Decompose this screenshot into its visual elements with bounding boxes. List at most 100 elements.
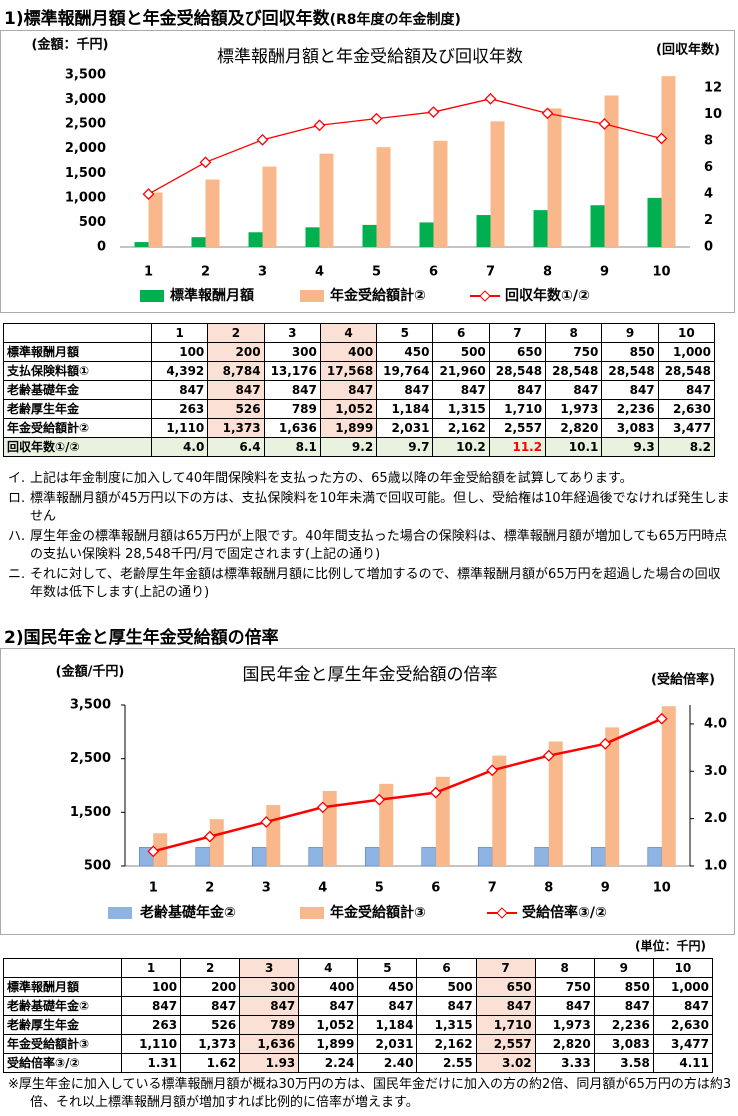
line-marker <box>655 712 668 725</box>
y-tick-label: 2,500 <box>70 751 111 766</box>
cell: 2.55 <box>416 1053 477 1073</box>
table-row: 回収年数①/② 4.0 6.4 8.1 9.2 9.7 10.2 11.2 10.1 9.3 8.2 <box>3 437 716 457</box>
row-label: 年金受給額計③ <box>3 1034 122 1054</box>
cell: 300 <box>263 342 321 362</box>
y2-tick-label: 2.0 <box>704 811 727 826</box>
table: 1 2 3 4 5 6 7 8 9 10 標準報酬月額 100 200 300 400 450 500 650 75… <box>3 323 716 457</box>
header-cell: 4 <box>298 958 359 978</box>
note: イ. 上記は年金制度に加入して40年間保険料を支払った方の、65歳以降の年金受給額… <box>4 470 732 488</box>
row-label: 老齢基礎年金 <box>3 380 152 400</box>
cell: 1,373 <box>207 418 265 438</box>
header-cell: 2 <box>207 323 265 343</box>
line-marker <box>486 764 499 777</box>
x-tick-label: 7 <box>486 265 495 280</box>
bar <box>319 153 334 247</box>
cell: 11.2 <box>488 437 547 457</box>
cell: 850 <box>601 342 659 362</box>
line-marker <box>427 106 440 118</box>
cell: 4.0 <box>150 437 209 457</box>
cell: 300 <box>239 977 300 997</box>
cell: 10.1 <box>545 437 603 457</box>
x-tick-label: 7 <box>488 881 497 896</box>
legend-label: 受給倍率③/② <box>522 904 607 921</box>
line-marker <box>370 112 383 125</box>
cell: 19,764 <box>376 361 434 381</box>
cell: 2,557 <box>475 1034 536 1054</box>
x-tick-label: 6 <box>429 265 438 280</box>
cell: 3.33 <box>534 1053 595 1073</box>
chart-border <box>0 30 735 313</box>
header-cell: 4 <box>319 323 378 343</box>
table-row: 年金受給額計② 1,110 1,373 1,636 1,899 2,031 2,162 2,5… <box>3 418 716 438</box>
bar <box>191 237 206 247</box>
note-text: 厚生年金の標準報酬月額は65万円が上限です。40年間支払った場合の保険料は、標準… <box>30 529 728 562</box>
cell: 4,392 <box>150 361 209 381</box>
cell: 2,236 <box>593 1015 654 1035</box>
legend-label: 標準報酬月額 <box>170 287 254 304</box>
y2-tick-label: 4 <box>704 187 713 202</box>
line-marker <box>147 845 160 858</box>
line <box>152 717 663 853</box>
bar <box>376 147 391 247</box>
y-tick-label: 500 <box>84 859 111 874</box>
bar <box>305 227 320 247</box>
legend-label: 回収年数①/② <box>505 287 590 304</box>
y2-tick-label: 6 <box>704 160 713 175</box>
cell: 200 <box>207 342 265 362</box>
cell: 10.2 <box>432 437 490 457</box>
header-cell: 3 <box>263 323 321 343</box>
y-tick-label: 500 <box>79 215 106 230</box>
line-marker <box>373 793 386 806</box>
unit-label: (単位：千円) <box>635 939 706 953</box>
cell: 847 <box>488 380 547 400</box>
cell: 1.62 <box>180 1053 241 1073</box>
cell: 1,710 <box>488 399 547 419</box>
cell: 2,820 <box>545 418 603 438</box>
cell: 100 <box>150 342 209 362</box>
header-cell: 9 <box>601 323 659 343</box>
cell: 4.11 <box>652 1053 714 1073</box>
y-axis-label: (金額/千円) <box>56 664 125 680</box>
cell: 263 <box>150 399 209 419</box>
bar <box>590 847 606 867</box>
cell: 526 <box>180 1015 241 1035</box>
legend-swatch <box>300 907 324 919</box>
cell: 9.2 <box>319 437 378 457</box>
chart-title: 国民年金と厚生年金受給額の倍率 <box>243 665 498 685</box>
cell: 847 <box>150 380 209 400</box>
legend-label: 年金受給額計② <box>330 287 426 304</box>
y2-tick-label: 8 <box>704 134 713 149</box>
bar <box>266 805 281 866</box>
header-cell: 5 <box>357 958 418 978</box>
bar <box>308 847 324 867</box>
cell: 13,176 <box>263 361 321 381</box>
header-cell: 9 <box>593 958 654 978</box>
section-title: 1)標準報酬月額と年金受給額及び回収年数(R8年度の年金制度) <box>4 4 461 29</box>
x-tick-label: 6 <box>431 881 440 896</box>
cell: 3,083 <box>593 1034 654 1054</box>
bar <box>534 847 550 867</box>
line <box>148 98 662 195</box>
x-tick-label: 5 <box>372 265 381 280</box>
cell: 847 <box>601 380 659 400</box>
cell: 847 <box>534 996 595 1016</box>
cell: 1,184 <box>376 399 434 419</box>
row-label: 老齢厚生年金 <box>3 1015 122 1035</box>
cell: 450 <box>376 342 434 362</box>
cell: 3,083 <box>601 418 659 438</box>
cell: 28,548 <box>488 361 547 381</box>
cell: 28,548 <box>601 361 659 381</box>
cell: 789 <box>239 1015 300 1035</box>
cell: 2,031 <box>376 418 434 438</box>
cell: 2,557 <box>488 418 547 438</box>
bar <box>148 192 163 247</box>
cell: 500 <box>432 342 490 362</box>
section-title-text: 1)標準報酬月額と年金受給額及び回収年数 <box>4 9 330 29</box>
legend-swatch <box>140 290 164 302</box>
bar <box>262 166 277 247</box>
x-tick-label: 9 <box>600 265 609 280</box>
cell: 21,960 <box>432 361 490 381</box>
y2-tick-label: 0 <box>704 240 713 255</box>
note: ハ. 厚生年金の標準報酬月額は65万円が上限です。40年間支払った場合の保険料は、… <box>4 528 732 564</box>
cell: 1,000 <box>652 977 714 997</box>
